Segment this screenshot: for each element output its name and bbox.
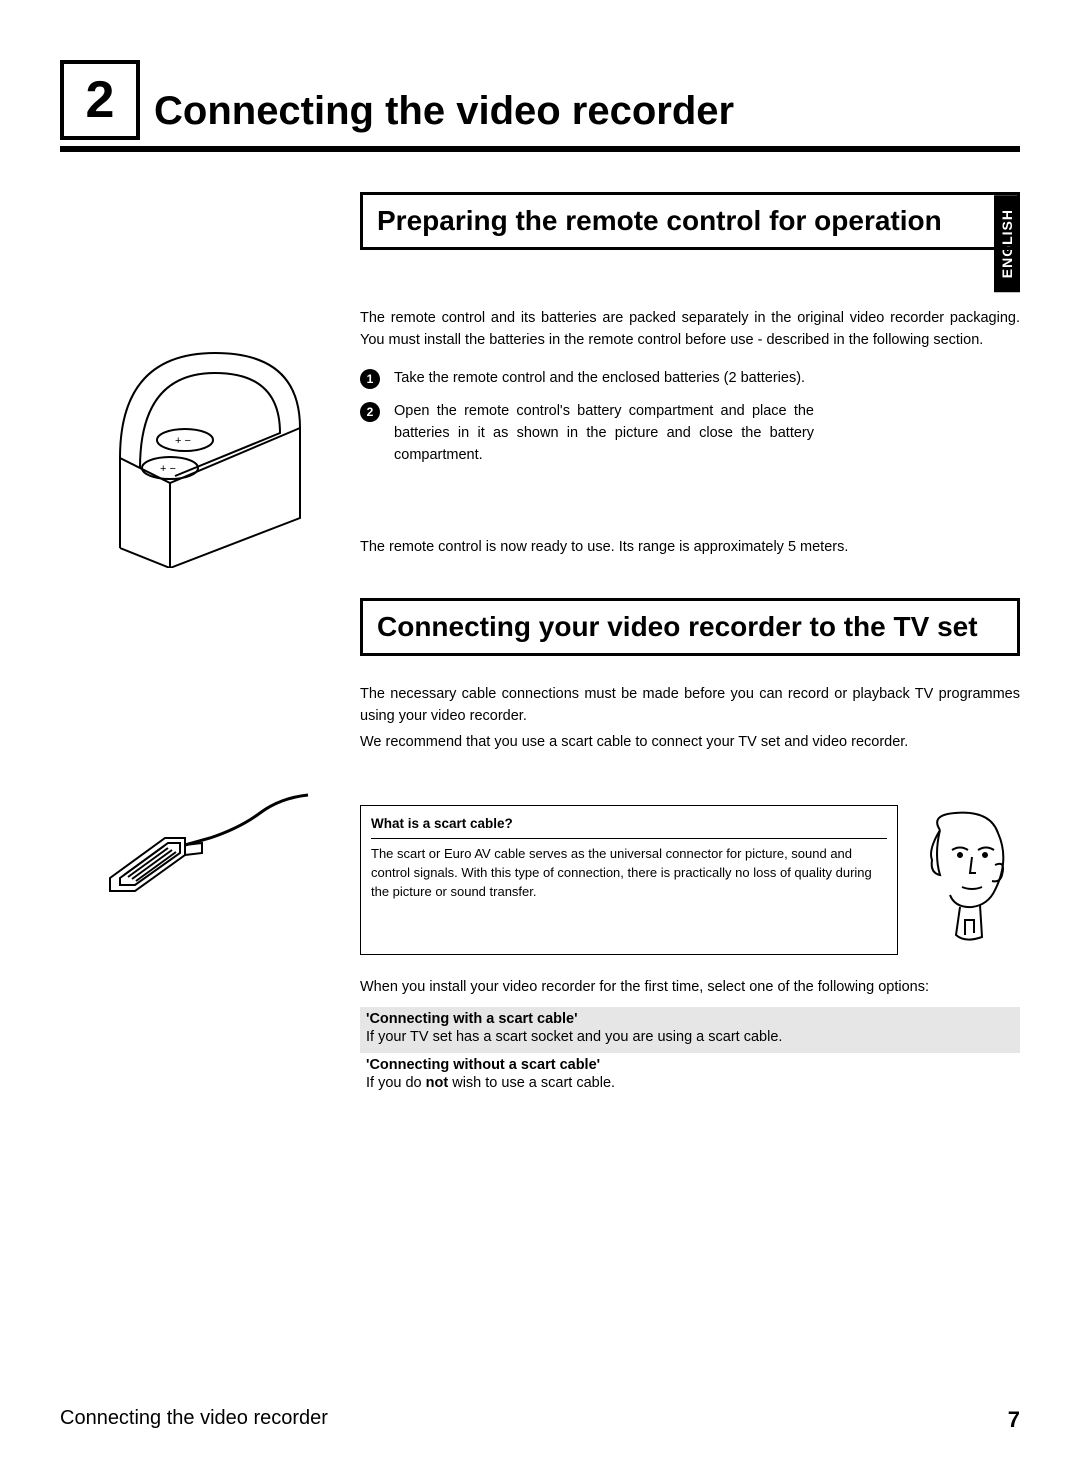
chapter-rule: [60, 146, 1020, 152]
chapter-number-box: 2: [60, 60, 140, 140]
svg-text:+ −: + −: [160, 463, 176, 475]
section2-title: Connecting your video recorder to the TV…: [360, 598, 1020, 656]
scart-svg: [90, 783, 310, 893]
section1-intro: The remote control and its batteries are…: [360, 308, 1020, 352]
section2-p3: When you install your video recorder for…: [360, 977, 1020, 999]
chapter-title: Connecting the video recorder: [154, 89, 1020, 140]
footer-text: Connecting the video recorder: [60, 1407, 328, 1433]
opt2-bold: not: [426, 1075, 449, 1091]
section2-p1: The necessary cable connections must be …: [360, 684, 1020, 728]
step-2-text: Open the remote control's battery compar…: [394, 401, 814, 466]
section1-outro: The remote control is now ready to use. …: [360, 537, 1020, 559]
page-footer: Connecting the video recorder 7: [60, 1407, 1020, 1433]
opt2-title: 'Connecting without a scart cable': [366, 1057, 1014, 1073]
opt1-title: 'Connecting with a scart cable': [366, 1011, 1014, 1027]
section1-title: Preparing the remote control for operati…: [360, 192, 1020, 250]
opt2-text: If you do not wish to use a scart cable.: [366, 1073, 1014, 1095]
remote-svg: + − + −: [85, 318, 315, 568]
step-1-text: Take the remote control and the enclosed…: [394, 368, 805, 390]
step-2: 2 Open the remote control's battery comp…: [360, 401, 1020, 466]
remote-illustration-col: [60, 192, 340, 278]
section2-p2: We recommend that you use a scart cable …: [360, 732, 1020, 754]
face-illustration: [910, 805, 1020, 955]
opt2-a: If you do: [366, 1075, 426, 1091]
opt1-text: If your TV set has a scart socket and yo…: [366, 1027, 1014, 1049]
option-1: 'Connecting with a scart cable' If your …: [360, 1007, 1020, 1053]
option-2: 'Connecting without a scart cable' If yo…: [360, 1053, 1020, 1099]
opt2-b: wish to use a scart cable.: [448, 1075, 615, 1091]
step-number-icon: 1: [360, 369, 380, 389]
svg-text:+ −: + −: [175, 435, 191, 447]
step-list: 1 Take the remote control and the enclos…: [360, 368, 1020, 467]
info-title: What is a scart cable?: [371, 814, 887, 834]
info-body: The scart or Euro AV cable serves as the…: [371, 845, 887, 902]
step-number-icon: 2: [360, 402, 380, 422]
info-rule: [371, 838, 887, 839]
scart-illustration: [60, 783, 340, 1098]
chapter-header: 2 Connecting the video recorder: [60, 60, 1020, 140]
remote-illustration: + − + −: [60, 308, 340, 568]
step-1: 1 Take the remote control and the enclos…: [360, 368, 1020, 390]
info-box: What is a scart cable? The scart or Euro…: [360, 805, 898, 955]
chapter-number: 2: [86, 70, 115, 130]
page-number: 7: [1008, 1407, 1020, 1433]
